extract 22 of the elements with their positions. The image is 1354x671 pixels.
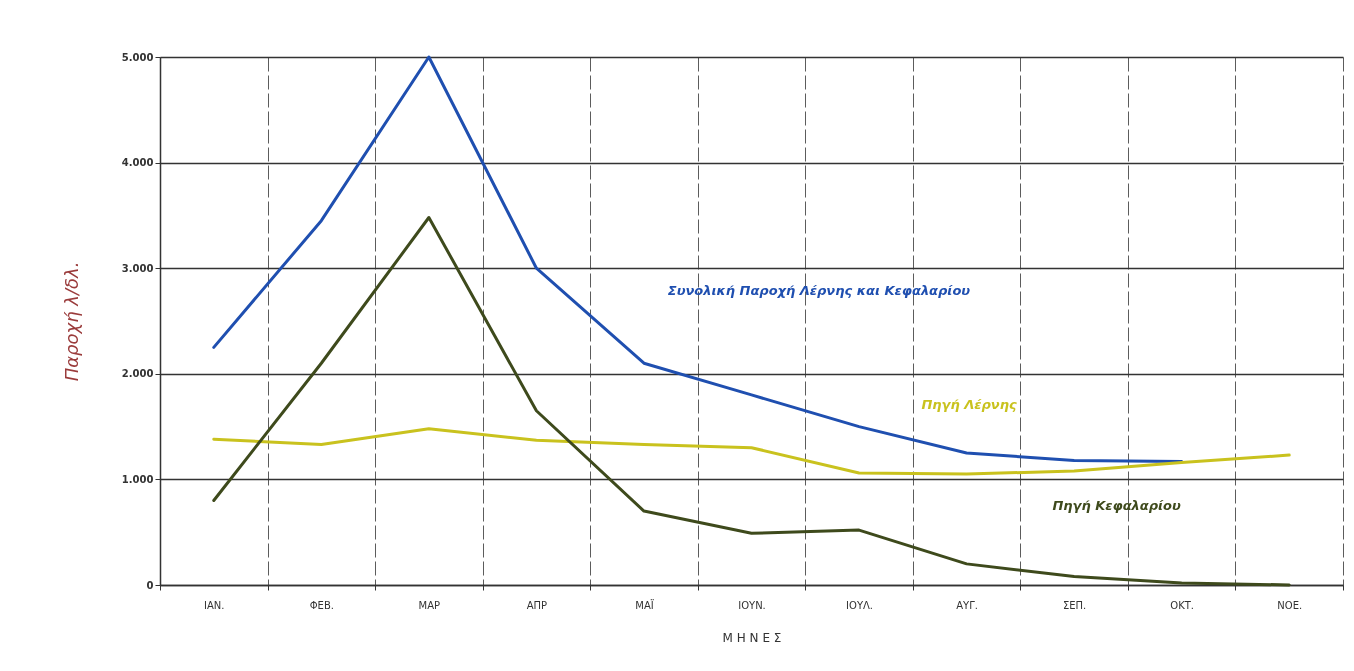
y-axis-title: Παροχή λ/δλ.	[60, 261, 82, 382]
text: Πηγή Λέρνης	[921, 397, 1017, 413]
x-tick-label: ΜΑΡ	[418, 599, 441, 611]
x-tick-label: ΙΟΥΝ.	[738, 599, 766, 611]
y-tick-label: 4.000	[121, 157, 154, 169]
x-axis-title: Μ Η Ν Ε Σ	[722, 630, 782, 645]
x-tick-label: ΟΚΤ.	[1170, 599, 1195, 611]
y-tick-label: 5.000	[121, 51, 154, 63]
y-tick-label: 0	[146, 579, 154, 591]
x-tick-label: ΑΠΡ	[526, 599, 548, 611]
y-tick-label: 1.000	[121, 473, 154, 485]
x-tick-label: ΙΑΝ.	[204, 599, 225, 611]
x-tick-label: ΑΥΓ.	[956, 599, 978, 611]
x-tick-label: ΣΕΠ.	[1062, 599, 1087, 611]
x-tick-label: ΝΟΕ.	[1277, 599, 1303, 611]
text: Συνολική Παροχή Λέρνης και Κεφαλαρίου	[667, 283, 971, 299]
x-tick-label: ΦΕΒ.	[309, 599, 334, 611]
text: Πηγή Κεφαλαρίου	[1052, 497, 1182, 513]
y-tick-label: 3.000	[121, 262, 154, 274]
x-tick-label: ΙΟΥΛ.	[846, 599, 874, 611]
x-tick-label: ΜΑΪ	[635, 598, 654, 611]
y-tick-label: 2.000	[121, 368, 154, 380]
